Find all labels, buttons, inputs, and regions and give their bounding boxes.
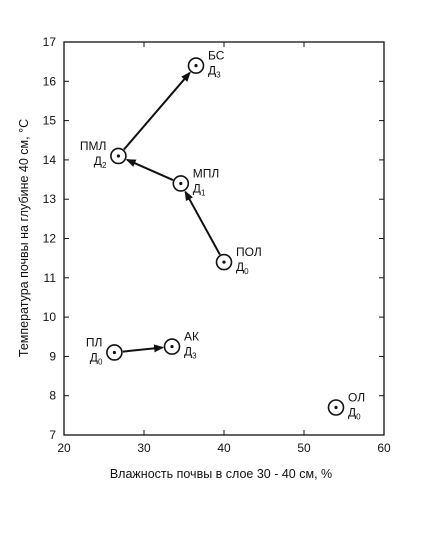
point-sublabel: Д3 <box>184 345 197 361</box>
point-center <box>170 344 174 349</box>
x-tick-label: 50 <box>297 441 311 455</box>
point-center <box>222 260 226 264</box>
point-label: ОЛ <box>348 390 365 404</box>
y-tick-label: 10 <box>43 310 57 324</box>
point-label: ПМЛ <box>80 139 107 153</box>
y-tick-label: 16 <box>43 74 57 88</box>
point-sublabel-index: 0 <box>98 357 103 366</box>
y-tick-label: 13 <box>43 192 57 206</box>
point-sublabel-index: 0 <box>356 412 361 421</box>
point-sublabel-letter: Д <box>193 181 201 195</box>
point-sublabel-index: 0 <box>244 267 249 276</box>
x-tick-label: 20 <box>57 441 71 455</box>
point-sublabel: Д3 <box>208 64 221 80</box>
point-sublabel: Д0 <box>236 260 249 276</box>
plot-frame <box>63 41 385 436</box>
y-tick-label: 17 <box>43 35 57 49</box>
x-axis-title: Влажность почвы в слое 30 - 40 см, % <box>110 467 332 481</box>
point-sublabel-letter: Д <box>94 154 102 168</box>
point-sublabel-letter: Д <box>184 345 192 359</box>
point-label: МПЛ <box>193 166 220 180</box>
point-center <box>116 154 120 158</box>
y-tick-label: 11 <box>44 271 57 285</box>
y-tick-label: 12 <box>43 232 57 246</box>
point-sublabel: Д0 <box>348 405 361 421</box>
point-center <box>179 181 183 186</box>
point-center <box>334 405 338 410</box>
point-sublabel: Д1 <box>193 181 206 197</box>
y-axis-title: Температура почвы на глубине 40 см, °С <box>17 119 31 357</box>
point-label: ПЛ <box>86 335 103 349</box>
point-label: ПОЛ <box>236 245 262 259</box>
point-sublabel-letter: Д <box>236 260 244 274</box>
arrow <box>125 158 174 181</box>
y-tick-label: 8 <box>49 389 56 403</box>
y-tick-label: 7 <box>49 428 56 442</box>
arrow-layer <box>122 71 221 353</box>
point-center <box>112 350 116 355</box>
y-tick-label: 15 <box>43 114 57 128</box>
point-sublabel-index: 2 <box>102 161 107 170</box>
point-sublabel-letter: Д <box>208 64 216 78</box>
x-tick-label: 30 <box>137 441 151 455</box>
point-label: БС <box>208 49 225 63</box>
arrow <box>122 344 165 353</box>
y-tick-label: 14 <box>43 153 57 167</box>
y-tick-label: 9 <box>49 349 56 363</box>
point-sublabel-letter: Д <box>348 405 356 419</box>
arrow <box>184 190 221 256</box>
point-sublabel: Д2 <box>94 154 107 170</box>
x-tick-label: 40 <box>217 441 231 455</box>
point-sublabel-index: 3 <box>216 71 221 80</box>
point-sublabel-index: 1 <box>201 188 206 197</box>
point-sublabel-letter: Д <box>90 350 98 364</box>
point-center <box>194 63 198 68</box>
point-sublabel-index: 3 <box>192 352 197 361</box>
point-label: АК <box>184 330 199 344</box>
point-sublabel: Д0 <box>90 350 103 366</box>
x-tick-label: 60 <box>377 441 391 455</box>
arrow <box>123 71 191 151</box>
